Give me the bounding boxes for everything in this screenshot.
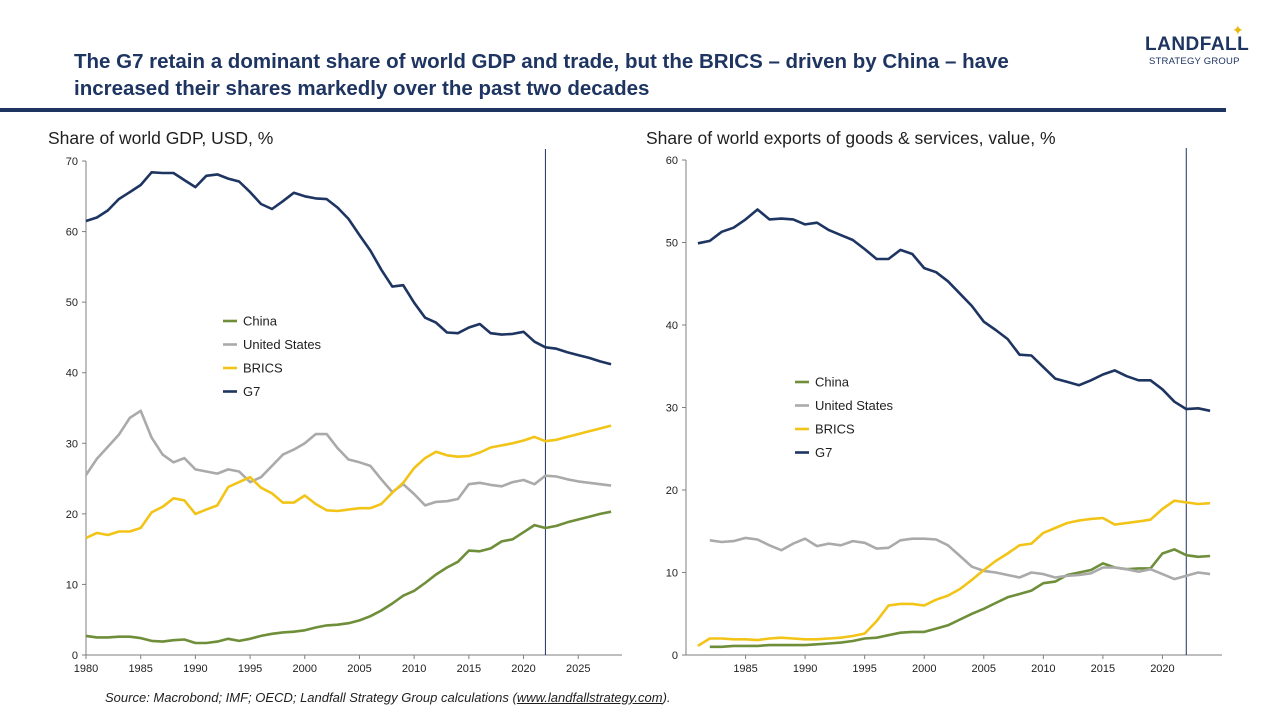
x-tick-label: 2015 (1091, 663, 1115, 675)
y-tick-label: 40 (666, 320, 678, 332)
x-tick-label: 2020 (511, 663, 535, 675)
y-tick-label: 50 (66, 297, 78, 309)
y-tick-label: 20 (666, 485, 678, 497)
x-tick-label: 2020 (1150, 663, 1174, 675)
source-suffix: ). (662, 690, 671, 705)
legend-label-united-states: United States (243, 337, 322, 352)
series-line-china (85, 510, 612, 645)
legend-label-brics: BRICS (243, 361, 283, 376)
legend-label-brics: BRICS (815, 422, 855, 437)
logo-name: LANDFALL (1145, 34, 1250, 55)
source-note: Source: Macrobond; IMF; OECD; Landfall S… (105, 690, 671, 705)
y-tick-label: 30 (666, 403, 678, 415)
source-prefix: Source: Macrobond; IMF; OECD; Landfall S… (105, 690, 517, 705)
x-tick-label: 1990 (183, 663, 207, 675)
legend-label-united-states: United States (815, 398, 894, 413)
series-line-china (709, 548, 1211, 649)
star-icon: ✦ (1232, 22, 1244, 38)
logo-subtitle: STRATEGY GROUP (1149, 56, 1240, 67)
exports-chart-title: Share of world exports of goods & servic… (646, 128, 1056, 148)
series-line-g7 (85, 171, 612, 366)
headline: The G7 retain a dominant share of world … (74, 50, 1009, 100)
y-tick-label: 30 (66, 438, 78, 450)
series-line-brics (697, 499, 1211, 648)
legend-label-g7: G7 (243, 384, 260, 399)
legend-label-g7: G7 (815, 445, 832, 460)
legend-label-china: China (243, 314, 278, 329)
series-line-g7 (697, 208, 1211, 413)
y-tick-label: 0 (672, 650, 678, 662)
y-tick-label: 40 (66, 368, 78, 380)
x-tick-label: 2000 (293, 663, 317, 675)
x-tick-label: 2000 (912, 663, 936, 675)
x-tick-label: 1985 (128, 663, 152, 675)
header-divider (0, 108, 1226, 112)
landfall-logo: ✦ LANDFALL STRATEGY GROUP (1140, 22, 1270, 82)
y-tick-label: 60 (66, 227, 78, 239)
x-tick-label: 1995 (238, 663, 262, 675)
x-tick-label: 1990 (793, 663, 817, 675)
y-tick-label: 60 (666, 155, 678, 167)
legend-label-china: China (815, 375, 850, 390)
x-tick-label: 1985 (733, 663, 757, 675)
x-tick-label: 2005 (972, 663, 996, 675)
y-tick-label: 50 (666, 238, 678, 250)
y-tick-label: 10 (666, 568, 678, 580)
x-tick-label: 1980 (74, 663, 98, 675)
x-tick-label: 2015 (457, 663, 481, 675)
y-tick-label: 0 (72, 650, 78, 662)
y-tick-label: 70 (66, 156, 78, 168)
x-tick-label: 1995 (852, 663, 876, 675)
x-tick-label: 2010 (402, 663, 426, 675)
y-tick-label: 20 (66, 509, 78, 521)
x-tick-label: 2010 (1031, 663, 1055, 675)
x-tick-label: 2025 (566, 663, 590, 675)
gdp-chart-title: Share of world GDP, USD, % (48, 128, 274, 148)
series-line-united-states (709, 536, 1211, 581)
y-tick-label: 10 (66, 579, 78, 591)
x-tick-label: 2005 (347, 663, 371, 675)
series-line-united-states (84, 409, 612, 507)
source-link[interactable]: www.landfallstrategy.com (516, 690, 663, 705)
series-line-brics (85, 424, 612, 540)
